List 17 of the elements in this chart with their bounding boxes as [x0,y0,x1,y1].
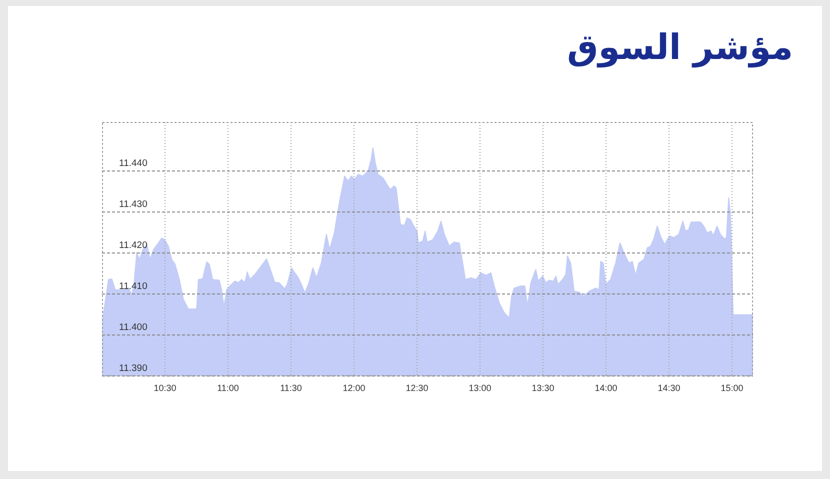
x-tick-label: 12:00 [342,383,366,394]
x-tick-label: 13:30 [532,383,554,394]
y-tick-label: 11.430 [119,198,148,210]
y-tick-label: 11.400 [119,322,148,333]
x-tick-label: 13:00 [468,383,492,394]
x-tick-label: 11:00 [217,383,239,394]
y-tick-label: 11.440 [119,158,148,169]
x-tick-label: 10:30 [154,383,176,394]
x-tick-label: 12:30 [406,383,428,394]
x-tick-label: 11:30 [280,383,302,394]
y-tick-label: 11.410 [119,280,148,292]
y-tick-label: 11.420 [119,240,148,251]
x-tick-label: 15:00 [720,383,744,394]
x-tick-label: 14:30 [658,383,680,394]
chart-title: مؤشر السوق [567,27,793,70]
x-tick-label: 14:00 [594,383,618,394]
y-tick-label: 11.390 [119,362,148,374]
